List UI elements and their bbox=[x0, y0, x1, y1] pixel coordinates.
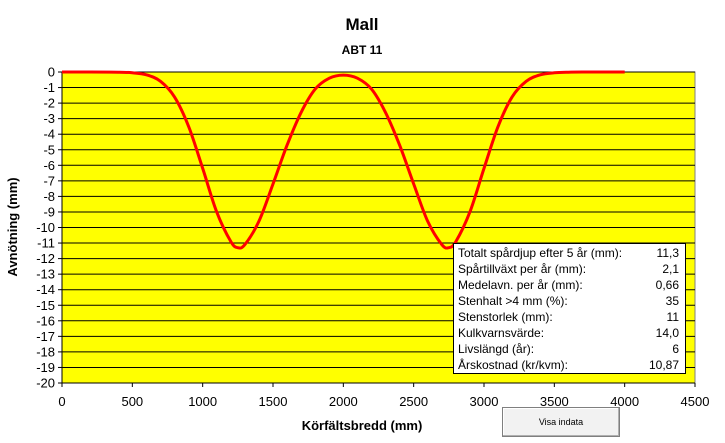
info-row: Spårtillväxt per år (mm): 2,1 bbox=[458, 261, 679, 277]
y-tick-label: -2 bbox=[43, 96, 55, 111]
info-row: Medelavn. per år (mm): 0,66 bbox=[458, 277, 679, 293]
y-tick-label: -10 bbox=[36, 220, 55, 235]
x-tick-label: 4000 bbox=[610, 394, 639, 409]
info-label: Medelavn. per år (mm): bbox=[458, 278, 583, 292]
y-tick-label: -15 bbox=[36, 298, 55, 313]
info-value: 2,1 bbox=[662, 262, 679, 276]
y-tick-label: 0 bbox=[48, 65, 55, 80]
y-tick-label: -3 bbox=[43, 111, 55, 126]
y-axis-ticks: 0-1-2-3-4-5-6-7-8-9-10-11-12-13-14-15-16… bbox=[36, 65, 63, 391]
y-tick-label: -14 bbox=[36, 282, 55, 297]
chart-subtitle: ABT 11 bbox=[342, 43, 383, 57]
info-label: Totalt spårdjup efter 5 år (mm): bbox=[458, 246, 623, 260]
info-value: 35 bbox=[665, 294, 679, 308]
info-value: 11 bbox=[666, 310, 679, 324]
info-label: Kulkvarnsvärde: bbox=[458, 326, 545, 340]
info-row: Totalt spårdjup efter 5 år (mm): 11,3 bbox=[458, 245, 679, 261]
y-tick-label: -4 bbox=[43, 127, 55, 142]
y-tick-label: -20 bbox=[36, 376, 55, 391]
x-tick-label: 500 bbox=[121, 394, 143, 409]
info-label: Stenhalt >4 mm (%): bbox=[458, 294, 568, 308]
series-group bbox=[62, 70, 625, 250]
x-axis-title: Körfältsbredd (mm) bbox=[302, 418, 423, 433]
info-value: 6 bbox=[672, 342, 679, 356]
x-tick-label: 2500 bbox=[399, 394, 428, 409]
y-tick-label: -7 bbox=[43, 173, 55, 188]
y-tick-label: -13 bbox=[36, 267, 55, 282]
info-row: Kulkvarnsvärde: 14,0 bbox=[458, 325, 679, 341]
info-row: Årskostnad (kr/kvm): 10,87 bbox=[458, 357, 679, 373]
info-row: Stenhalt >4 mm (%): 35 bbox=[458, 293, 679, 309]
info-value: 14,0 bbox=[655, 326, 679, 340]
x-tick-label: 1000 bbox=[188, 394, 217, 409]
info-label: Livslängd (år): bbox=[458, 342, 535, 356]
show-input-data-button[interactable]: Visa indata bbox=[502, 407, 620, 437]
y-tick-label: -16 bbox=[36, 313, 55, 328]
y-tick-label: -5 bbox=[43, 142, 55, 157]
x-tick-label: 3000 bbox=[470, 394, 499, 409]
series-line bbox=[62, 70, 625, 250]
y-tick-label: -1 bbox=[43, 80, 55, 95]
info-value: 0,66 bbox=[655, 278, 679, 292]
x-axis-ticks: 0 500 1000 1500 2000 2500 3000 3500 4000 4500 bbox=[58, 382, 710, 409]
y-tick-label: -12 bbox=[36, 251, 55, 266]
x-tick-label: 3500 bbox=[540, 394, 569, 409]
info-label: Spårtillväxt per år (mm): bbox=[458, 262, 587, 276]
info-row: Stenstorlek (mm): 11 bbox=[458, 309, 679, 325]
info-value: 10,87 bbox=[648, 358, 679, 372]
y-tick-label: -17 bbox=[36, 329, 55, 344]
y-tick-label: -18 bbox=[36, 344, 55, 359]
y-tick-label: -6 bbox=[43, 158, 55, 173]
y-tick-label: -19 bbox=[36, 360, 55, 375]
x-tick-label: 0 bbox=[58, 394, 65, 409]
info-row: Livslängd (år): 6 bbox=[458, 341, 679, 357]
y-axis-title: Avnötning (mm) bbox=[5, 177, 20, 276]
info-table: Totalt spårdjup efter 5 år (mm): 11,3 Sp… bbox=[453, 243, 686, 374]
y-tick-label: -11 bbox=[37, 236, 55, 251]
x-tick-label: 1500 bbox=[259, 394, 288, 409]
chart-title: Mall bbox=[345, 15, 378, 34]
info-value: 11,3 bbox=[656, 246, 679, 260]
info-label: Årskostnad (kr/kvm): bbox=[458, 358, 569, 372]
x-tick-label: 2000 bbox=[329, 394, 358, 409]
y-tick-label: -8 bbox=[43, 189, 55, 204]
x-tick-label: 4500 bbox=[681, 394, 710, 409]
y-tick-label: -9 bbox=[43, 204, 55, 219]
info-label: Stenstorlek (mm): bbox=[458, 310, 553, 324]
